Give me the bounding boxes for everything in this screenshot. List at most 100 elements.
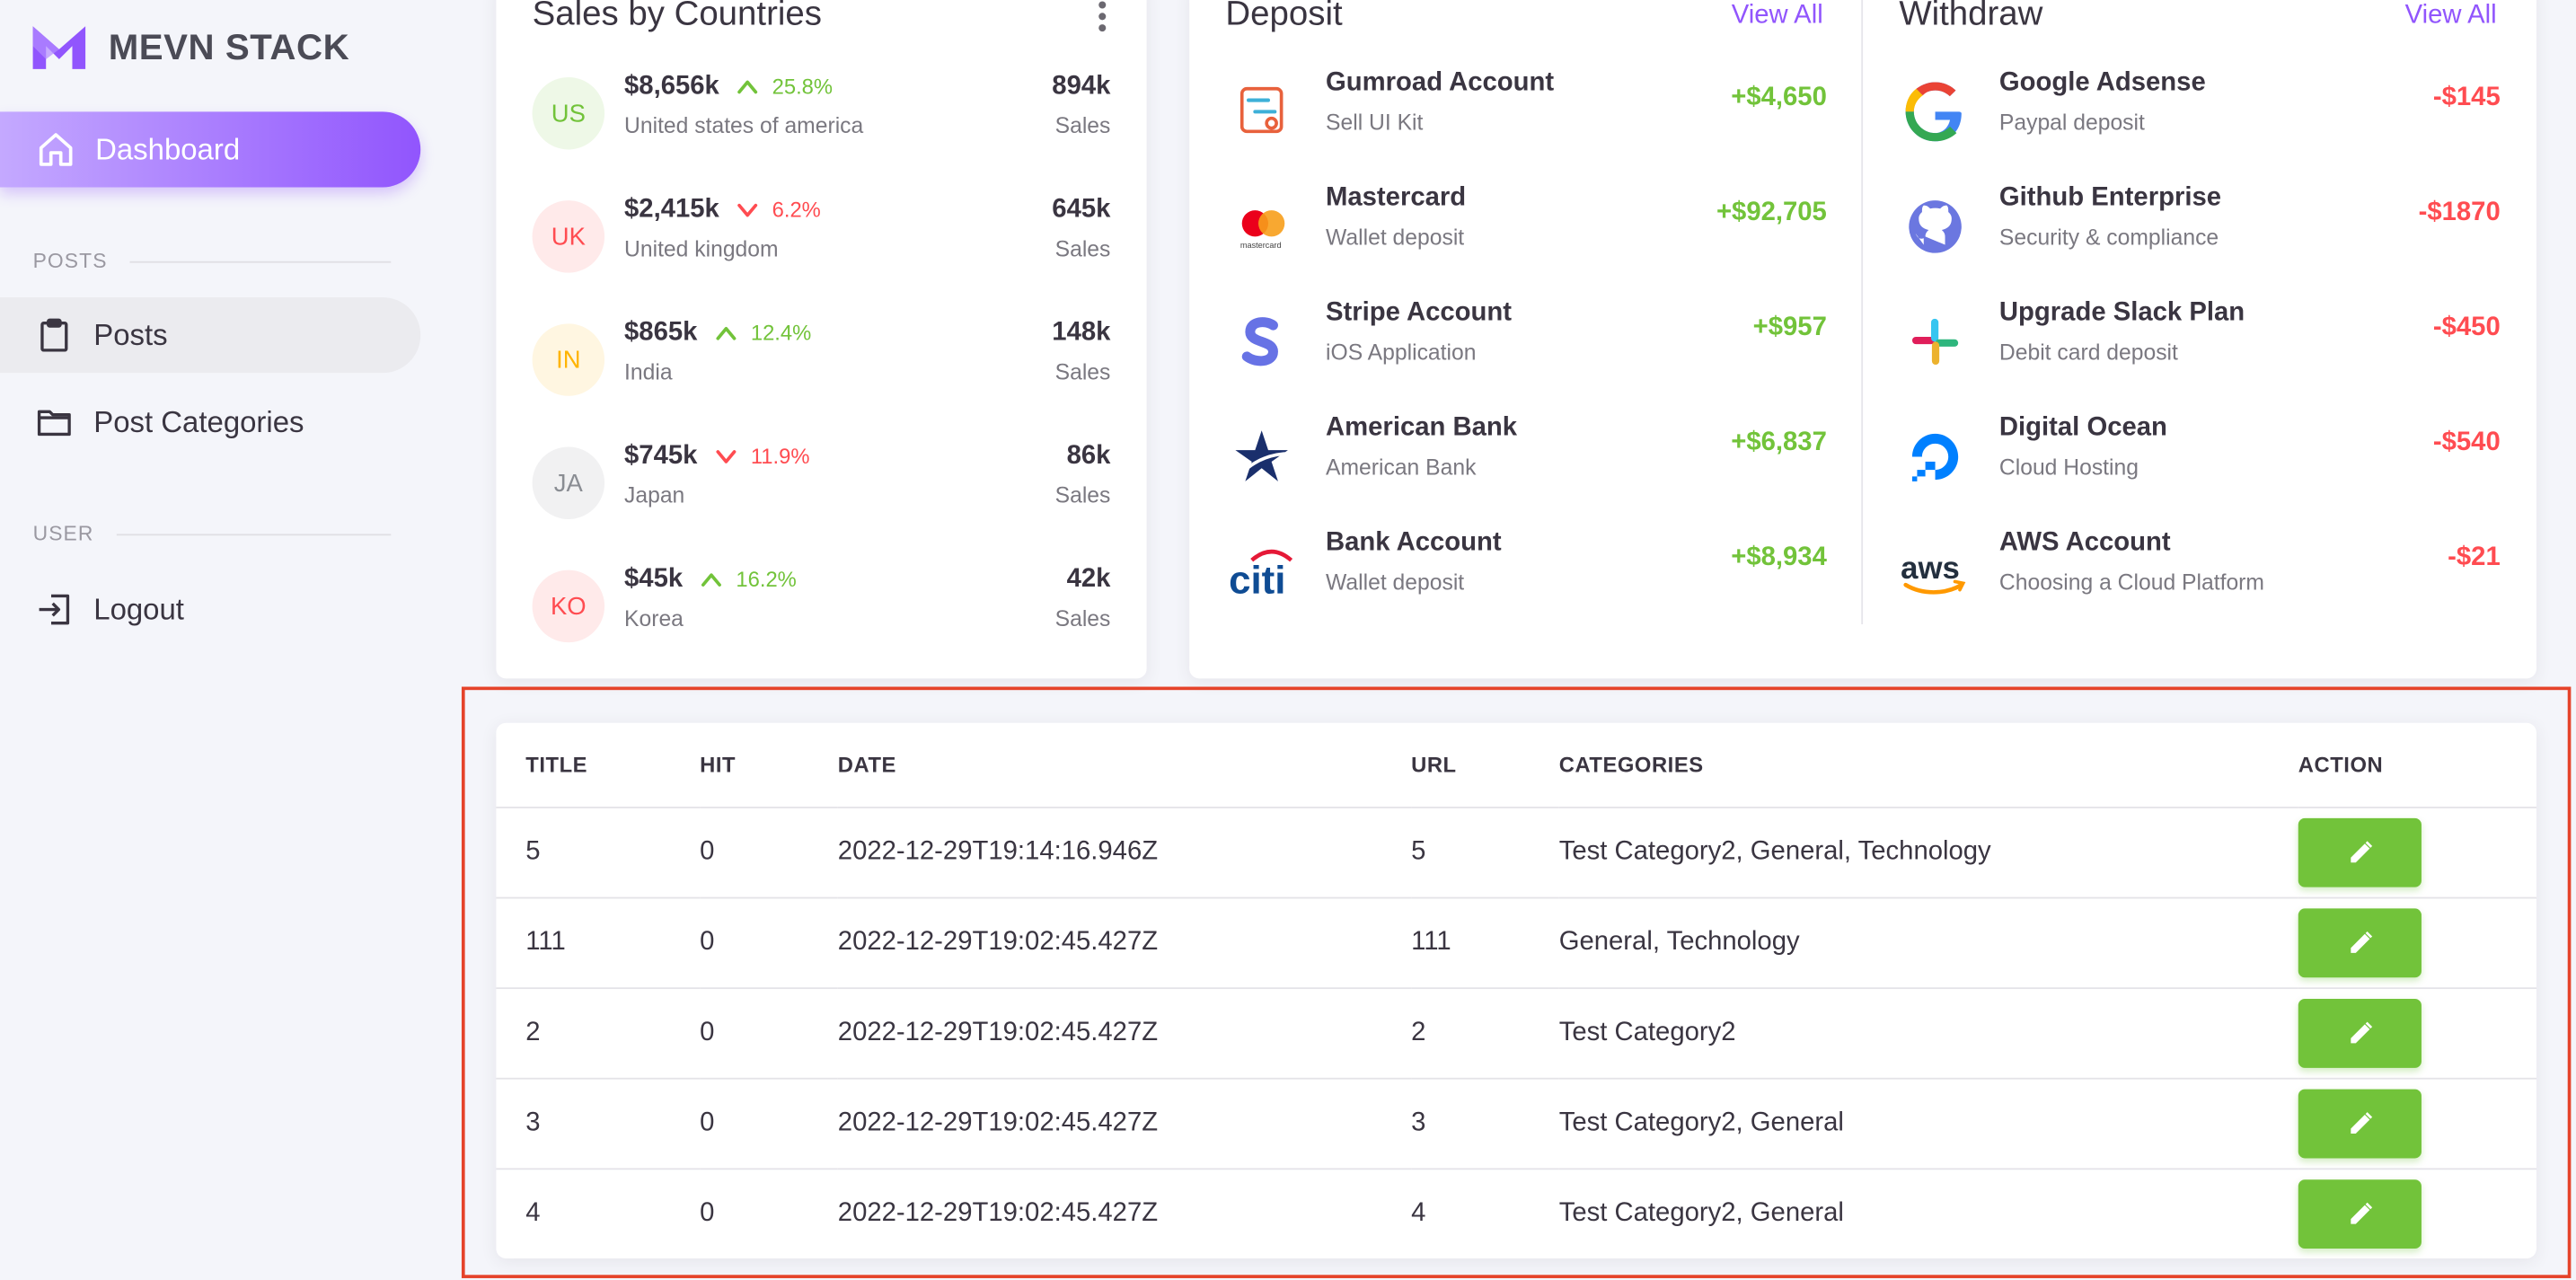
country-sales-label: Sales: [1054, 359, 1111, 384]
cell-categories: Test Category2: [1558, 988, 2298, 1080]
header-title: TITLE: [496, 722, 701, 808]
tx-logo: [1225, 424, 1297, 490]
country-sales: 645k: [1052, 195, 1111, 224]
deposit-item[interactable]: Stripe Account iOS Application +$957: [1225, 299, 1827, 394]
tx-amount: +$92,705: [1716, 199, 1827, 227]
pencil-icon: [2350, 1021, 2372, 1044]
tx-title: Gumroad Account: [1326, 68, 1555, 97]
country-trend: 11.9%: [715, 444, 810, 468]
tx-subtitle: Paypal deposit: [1998, 110, 2145, 135]
section-user: USER: [33, 523, 392, 545]
withdraw-item[interactable]: Github Enterprise Security & compliance -$…: [1899, 184, 2501, 279]
country-avatar: KO: [532, 569, 605, 643]
tx-amount: -$21: [2448, 543, 2501, 572]
pencil-icon: [2350, 1112, 2372, 1134]
deposit-view-all-link[interactable]: View All: [1731, 1, 1823, 30]
edit-button[interactable]: [2298, 999, 2422, 1068]
tx-title: Stripe Account: [1326, 298, 1513, 327]
country-name: Korea: [624, 605, 684, 631]
tx-subtitle: Cloud Hosting: [1998, 455, 2139, 481]
tx-amount: -$1870: [2418, 199, 2501, 227]
country-amount: $45k: [624, 565, 684, 594]
more-vertical-icon[interactable]: [1090, 0, 1114, 36]
american-bank-icon: [1235, 430, 1292, 481]
clipboard-icon: [40, 318, 68, 352]
country-name: United states of america: [624, 113, 864, 138]
header-action: ACTION: [2298, 722, 2536, 808]
withdraw-title: Withdraw: [1899, 0, 2043, 33]
deposit-item[interactable]: mastercard Mastercard Wallet deposit +$92,7…: [1225, 184, 1827, 279]
country-row: IN $865k 12.4% India 148k Sales: [532, 319, 1124, 422]
cell-categories: Test Category2, General: [1558, 1199, 1844, 1228]
country-amount: $745k: [624, 442, 698, 471]
tx-logo: citi: [1225, 539, 1297, 605]
edit-button[interactable]: [2298, 1089, 2422, 1159]
tx-amount: +$4,650: [1731, 84, 1827, 112]
cell-action: [2298, 1169, 2536, 1258]
tx-title: Upgrade Slack Plan: [1998, 298, 2245, 327]
section-divider: [117, 533, 392, 535]
tx-subtitle: Choosing a Cloud Platform: [1998, 569, 2264, 596]
tx-amount: -$540: [2432, 428, 2501, 457]
cell-url: 2: [1411, 988, 1559, 1080]
tx-logo: [1899, 309, 1971, 375]
cell-title: 4: [525, 1199, 541, 1228]
cell-hit: 0: [700, 897, 838, 990]
cell-url: 111: [1411, 897, 1559, 990]
nav-item-label: Logout: [93, 592, 184, 625]
country-amount: $2,415k: [624, 195, 719, 224]
tx-title: Mastercard: [1326, 183, 1467, 212]
withdraw-item[interactable]: aws AWS Account Choosing a Cloud Platform -…: [1899, 529, 2501, 624]
country-avatar: US: [532, 76, 605, 150]
tx-subtitle: Sell UI Kit: [1326, 110, 1424, 135]
country-name: India: [624, 359, 673, 384]
country-amount: $865k: [624, 318, 698, 347]
withdraw-item[interactable]: Digital Ocean Cloud Hosting -$540: [1899, 414, 2501, 509]
cell-hit: 0: [700, 1199, 715, 1228]
cell-date: 2022-12-29T19:02:45.427Z: [837, 1078, 1412, 1170]
edit-button[interactable]: [2298, 817, 2422, 887]
nav-item-dashboard[interactable]: Dashboard: [0, 111, 421, 188]
country-avatar: IN: [532, 323, 605, 396]
cell-categories: Test Category2, General, Technology: [1558, 807, 2298, 899]
withdraw-item[interactable]: Google Adsense Paypal deposit -$145: [1899, 69, 2501, 163]
deposit-item[interactable]: citi Bank Account Wallet deposit +$8,934: [1225, 529, 1827, 624]
highlight-box: [461, 686, 2572, 1278]
deposit-item[interactable]: American Bank American Bank +$6,837: [1225, 414, 1827, 509]
cell-url: 4: [1411, 1199, 1426, 1228]
mastercard-icon: mastercard: [1240, 210, 1285, 250]
tx-amount: -$450: [2432, 313, 2501, 342]
withdraw-item[interactable]: Upgrade Slack Plan Debit card deposit -$45…: [1899, 299, 2501, 394]
gumroad-icon: [1239, 86, 1284, 134]
cell-date: 2022-12-29T19:02:45.427Z: [837, 1199, 1159, 1228]
nav-item-label: Posts: [93, 317, 168, 351]
cell-action: [2298, 988, 2536, 1080]
table-row: 3 0 2022-12-29T19:02:45.427Z 3 Test Category…: [496, 1078, 2536, 1170]
deposit-item[interactable]: Gumroad Account Sell UI Kit +$4,650: [1225, 68, 1827, 163]
edit-button[interactable]: [2298, 908, 2422, 978]
mevn-logo-icon: [32, 26, 86, 69]
deposit-withdraw-card: [1189, 0, 2536, 679]
section-label: POSTS: [32, 250, 108, 273]
table-row: 5 0 2022-12-29T19:14:16.946Z 5 Test Category…: [496, 807, 2536, 899]
nav-item-post-categories[interactable]: Post Categories: [0, 384, 420, 460]
tx-title: AWS Account: [1998, 528, 2171, 558]
chevron-down-icon: [716, 449, 737, 463]
sidebar: MEVN STACK Dashboard POSTS Posts Post: [0, 0, 444, 1280]
brand[interactable]: MEVN STACK: [30, 23, 349, 73]
header-categories: CATEGORIES: [1558, 722, 2298, 808]
edit-button[interactable]: [2298, 1179, 2422, 1249]
nav-item-posts[interactable]: Posts: [0, 297, 421, 374]
citi-icon: citi: [1229, 549, 1293, 602]
tx-title: American Bank: [1326, 413, 1518, 443]
trend-percent: 16.2%: [736, 567, 797, 592]
svg-text:aws: aws: [1901, 552, 1960, 586]
country-sales-label: Sales: [1054, 605, 1111, 631]
withdraw-view-all-link[interactable]: View All: [2404, 1, 2497, 30]
nav-item-logout[interactable]: Logout: [0, 571, 420, 647]
pencil-icon: [2350, 1202, 2372, 1224]
header-hit: HIT: [700, 722, 838, 808]
country-row: UK $2,415k 6.2% United kingdom 645k Sales: [532, 196, 1124, 299]
country-sales-label: Sales: [1054, 236, 1111, 261]
country-avatar: UK: [532, 200, 605, 273]
